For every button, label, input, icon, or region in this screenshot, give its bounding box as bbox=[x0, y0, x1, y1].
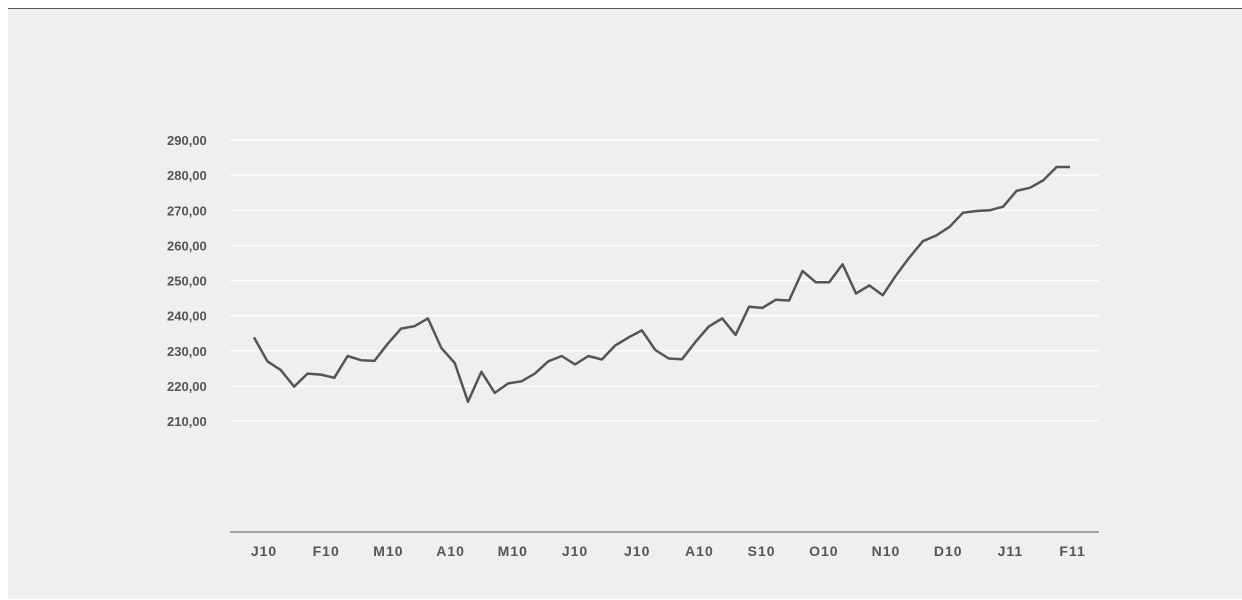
y-axis-ticks: 290,00 280,00 270,00 260,00 250,00 240,00 230,… bbox=[167, 133, 207, 429]
x-tick-label: F11 bbox=[1059, 543, 1085, 559]
chart-panel: 290,00 280,00 270,00 260,00 250,00 240,00 230,… bbox=[8, 8, 1242, 599]
y-tick-label: 210,00 bbox=[167, 414, 207, 429]
x-tick-label: M10 bbox=[498, 543, 528, 559]
x-tick-label: D10 bbox=[934, 543, 963, 559]
gridlines bbox=[230, 139, 1099, 422]
x-tick-label: M10 bbox=[373, 543, 403, 559]
y-tick-label: 270,00 bbox=[167, 203, 207, 218]
x-tick-label: J11 bbox=[998, 543, 1024, 559]
x-tick-label: A10 bbox=[436, 543, 465, 559]
line-chart: 290,00 280,00 270,00 260,00 250,00 240,00 230,… bbox=[167, 133, 1099, 559]
x-tick-label: J10 bbox=[562, 543, 588, 559]
y-tick-label: 230,00 bbox=[167, 344, 207, 359]
y-tick-label: 220,00 bbox=[167, 379, 207, 394]
x-tick-label: A10 bbox=[685, 543, 714, 559]
y-tick-label: 260,00 bbox=[167, 238, 207, 253]
y-tick-label: 280,00 bbox=[167, 168, 207, 183]
y-tick-label: 240,00 bbox=[167, 309, 207, 324]
y-tick-label: 290,00 bbox=[167, 133, 207, 148]
y-tick-label: 250,00 bbox=[167, 274, 207, 289]
x-tick-label: N10 bbox=[872, 543, 901, 559]
x-tick-label: J10 bbox=[251, 543, 277, 559]
x-tick-label: J10 bbox=[624, 543, 650, 559]
x-tick-label: O10 bbox=[809, 543, 838, 559]
series bbox=[252, 165, 1070, 403]
x-axis-ticks: J10 F10 M10 A10 M10 J10 J10 A10 S10 O10 N10 D10 J11 F… bbox=[251, 543, 1085, 559]
x-tick-label: F10 bbox=[313, 543, 340, 559]
x-tick-label: S10 bbox=[748, 543, 776, 559]
series-line bbox=[252, 165, 1070, 403]
